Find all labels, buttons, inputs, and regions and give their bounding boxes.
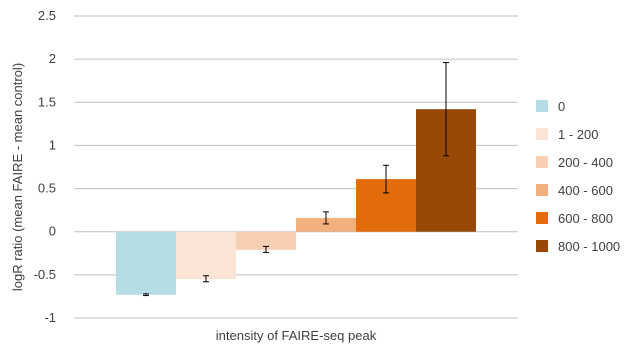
y-tick-label: -1 — [44, 310, 56, 325]
y-tick-label: -0.5 — [34, 267, 56, 282]
bar — [116, 231, 176, 295]
legend-swatch — [536, 156, 548, 168]
y-tick-label: 2 — [49, 51, 56, 66]
y-tick-label: 0 — [49, 224, 56, 239]
y-tick-label: 1.5 — [38, 94, 56, 109]
error-bars — [143, 62, 449, 297]
y-tick-label: 1 — [49, 137, 56, 152]
legend-label: 0 — [558, 99, 565, 114]
bar — [236, 231, 296, 250]
legend-swatch — [536, 184, 548, 196]
legend-swatch — [536, 100, 548, 112]
bar — [176, 231, 236, 280]
bars — [116, 109, 476, 295]
legend-swatch — [536, 128, 548, 140]
legend: 0 1 - 200 200 - 400 400 - 600 600 - 800 800 -… — [536, 99, 620, 254]
legend-label: 800 - 1000 — [558, 239, 620, 254]
legend-label: 400 - 600 — [558, 183, 613, 198]
x-axis-title: intensity of FAIRE-seq peak — [216, 328, 377, 343]
y-tick-label: 2.5 — [38, 8, 56, 23]
legend-label: 200 - 400 — [558, 155, 613, 170]
bar — [296, 217, 356, 232]
y-tick-label: 0.5 — [38, 181, 56, 196]
y-axis-ticks: -1 -0.5 0 0.5 1 1.5 2 2.5 — [34, 8, 56, 325]
legend-swatch — [536, 212, 548, 224]
y-axis-title: logR ratio (mean FAIRE - mean control) — [10, 63, 25, 291]
legend-label: 1 - 200 — [558, 127, 598, 142]
legend-label: 600 - 800 — [558, 211, 613, 226]
legend-swatch — [536, 240, 548, 252]
